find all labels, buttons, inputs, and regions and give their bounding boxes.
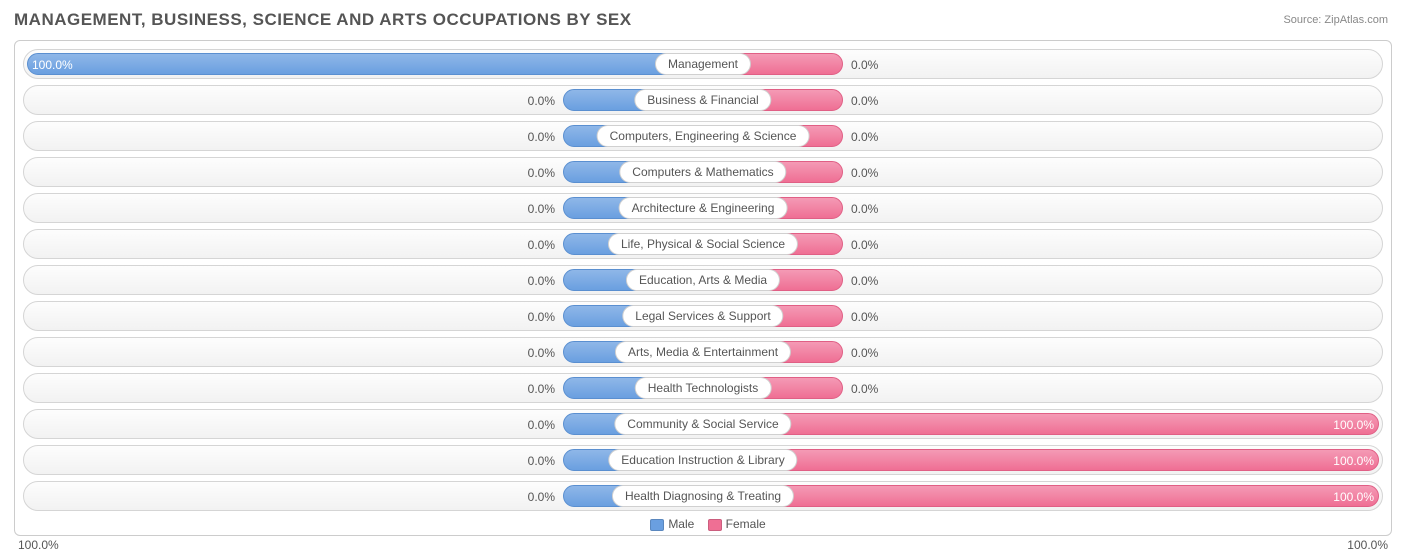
chart-row: Computers & Mathematics 0.0% 0.0%	[23, 157, 1383, 187]
female-value-label: 0.0%	[851, 230, 878, 259]
chart-row: Management 100.0% 0.0%	[23, 49, 1383, 79]
chart-row: Health Diagnosing & Treating 0.0% 100.0%	[23, 481, 1383, 511]
chart-row: Health Technologists 0.0% 0.0%	[23, 373, 1383, 403]
chart-row: Life, Physical & Social Science 0.0% 0.0%	[23, 229, 1383, 259]
male-value-label: 0.0%	[528, 122, 555, 151]
male-value-label: 0.0%	[528, 302, 555, 331]
chart-frame: Management100.0%0.0%Business & Financial…	[14, 40, 1392, 536]
female-value-label: 0.0%	[851, 122, 878, 151]
male-value-label: 0.0%	[528, 230, 555, 259]
chart-row: Community & Social Service 0.0% 100.0%	[23, 409, 1383, 439]
chart-row: Business & Financial 0.0% 0.0%	[23, 85, 1383, 115]
chart-row: Arts, Media & Entertainment 0.0% 0.0%	[23, 337, 1383, 367]
male-value-label: 0.0%	[528, 158, 555, 187]
row-category-label: Education Instruction & Library	[608, 449, 797, 471]
row-category-label: Arts, Media & Entertainment	[615, 341, 791, 363]
female-bar	[703, 485, 1379, 507]
row-category-label: Community & Social Service	[614, 413, 791, 435]
row-category-label: Architecture & Engineering	[619, 197, 788, 219]
female-value-label: 0.0%	[851, 158, 878, 187]
female-value-label: 100.0%	[1333, 410, 1374, 439]
chart-row: Computers, Engineering & Science 0.0% 0.0%	[23, 121, 1383, 151]
female-value-label: 0.0%	[851, 266, 878, 295]
chart-row: Education Instruction & Library 0.0% 100.0…	[23, 445, 1383, 475]
female-value-label: 0.0%	[851, 86, 878, 115]
chart-row: Architecture & Engineering 0.0% 0.0%	[23, 193, 1383, 223]
female-value-label: 0.0%	[851, 50, 878, 79]
male-value-label: 0.0%	[528, 446, 555, 475]
male-value-label: 0.0%	[528, 266, 555, 295]
male-value-label: 100.0%	[32, 50, 73, 79]
source-name: ZipAtlas.com	[1324, 14, 1388, 26]
legend: Male Female	[23, 517, 1383, 531]
row-category-label: Education, Arts & Media	[626, 269, 780, 291]
row-category-label: Computers, Engineering & Science	[597, 125, 810, 147]
legend-label-female: Female	[726, 517, 766, 531]
male-value-label: 0.0%	[528, 86, 555, 115]
female-value-label: 0.0%	[851, 374, 878, 403]
legend-swatch-male	[650, 519, 664, 531]
axis-label-right: 100.0%	[1347, 538, 1388, 552]
legend-label-male: Male	[668, 517, 694, 531]
male-bar	[27, 53, 703, 75]
female-value-label: 0.0%	[851, 338, 878, 367]
row-category-label: Management	[655, 53, 751, 75]
row-category-label: Business & Financial	[634, 89, 771, 111]
male-value-label: 0.0%	[528, 410, 555, 439]
female-bar	[703, 449, 1379, 471]
chart-row: Education, Arts & Media 0.0% 0.0%	[23, 265, 1383, 295]
axis-label-left: 100.0%	[18, 538, 59, 552]
legend-swatch-female	[708, 519, 722, 531]
rows-container: Management100.0%0.0%Business & Financial…	[23, 49, 1383, 511]
female-value-label: 100.0%	[1333, 446, 1374, 475]
female-value-label: 0.0%	[851, 302, 878, 331]
chart-title: MANAGEMENT, BUSINESS, SCIENCE AND ARTS O…	[14, 10, 1392, 30]
row-category-label: Health Technologists	[635, 377, 772, 399]
source-attribution: Source: ZipAtlas.com	[1283, 14, 1388, 26]
row-category-label: Life, Physical & Social Science	[608, 233, 798, 255]
source-prefix: Source:	[1283, 14, 1324, 26]
chart-row: Legal Services & Support 0.0% 0.0%	[23, 301, 1383, 331]
female-value-label: 100.0%	[1333, 482, 1374, 511]
female-value-label: 0.0%	[851, 194, 878, 223]
male-value-label: 0.0%	[528, 482, 555, 511]
male-value-label: 0.0%	[528, 338, 555, 367]
female-bar	[703, 413, 1379, 435]
row-category-label: Health Diagnosing & Treating	[612, 485, 794, 507]
male-value-label: 0.0%	[528, 194, 555, 223]
row-category-label: Legal Services & Support	[622, 305, 783, 327]
male-value-label: 0.0%	[528, 374, 555, 403]
row-category-label: Computers & Mathematics	[619, 161, 786, 183]
